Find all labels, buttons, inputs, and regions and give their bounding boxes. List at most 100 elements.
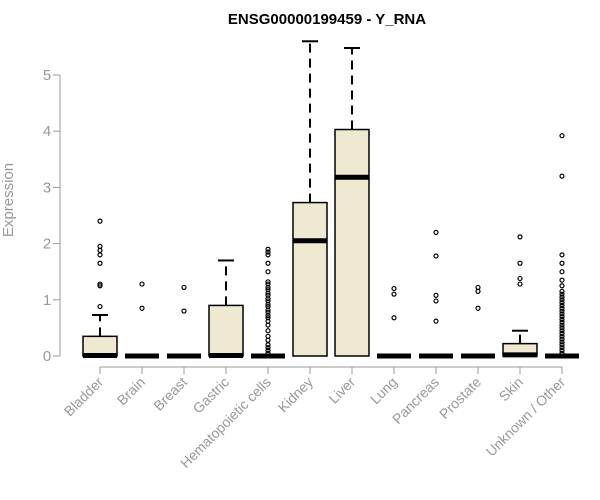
outlier-point xyxy=(559,260,565,266)
outlier-point xyxy=(559,302,565,309)
outlier-point xyxy=(433,292,439,298)
box-gastric xyxy=(208,259,244,358)
x-tick-label: Liver xyxy=(325,374,358,407)
outlier-point xyxy=(559,297,565,303)
outlier-point xyxy=(559,277,565,283)
outlier-point xyxy=(559,330,565,337)
x-tick-label: Kidney xyxy=(275,374,317,416)
box-pancreas xyxy=(419,229,453,359)
outlier-point xyxy=(391,291,397,297)
outlier-point xyxy=(433,253,439,259)
outlier-point xyxy=(517,281,523,287)
outlier-point xyxy=(559,314,565,320)
y-tick-label: 2 xyxy=(43,236,51,253)
outlier-point xyxy=(475,305,481,311)
y-tick-label: 3 xyxy=(43,179,51,196)
outlier-point xyxy=(265,301,271,307)
outlier-point xyxy=(559,173,565,179)
outlier-point xyxy=(559,269,565,275)
y-tick-label: 0 xyxy=(43,348,51,365)
outlier-point xyxy=(97,260,103,266)
outlier-point xyxy=(181,284,187,291)
outlier-point xyxy=(265,333,271,339)
outlier-point xyxy=(265,309,271,315)
outlier-point xyxy=(265,350,271,356)
outlier-point xyxy=(97,283,103,289)
outlier-point xyxy=(559,347,565,353)
outlier-point xyxy=(559,339,565,345)
outlier-point xyxy=(139,281,145,287)
outlier-point xyxy=(265,298,271,304)
x-tick-label: Unknown / Other xyxy=(483,374,569,460)
outlier-point xyxy=(97,281,103,287)
x-tick-label: Pancreas xyxy=(389,374,442,427)
outlier-point xyxy=(391,315,397,321)
box-hematopoietic-cells xyxy=(251,246,285,359)
outlier-point xyxy=(265,328,271,334)
outlier-point xyxy=(265,303,271,310)
outlier-point xyxy=(265,252,271,258)
x-tick-label: Lung xyxy=(367,374,400,407)
box-brain xyxy=(125,281,159,359)
x-tick-label: Skin xyxy=(496,374,527,405)
box-rect xyxy=(334,128,370,357)
outlier-point xyxy=(559,325,565,331)
outlier-point xyxy=(475,284,481,291)
outlier-point xyxy=(139,305,145,311)
outlier-point xyxy=(559,328,565,334)
boxes-layer xyxy=(82,40,579,359)
outlier-point xyxy=(433,318,439,324)
outlier-point xyxy=(265,290,271,296)
outlier-point xyxy=(559,350,565,356)
outlier-point xyxy=(265,287,271,293)
outlier-point xyxy=(265,260,271,266)
outlier-point xyxy=(559,322,565,328)
outlier-point xyxy=(559,291,565,297)
outlier-point xyxy=(97,252,103,258)
outlier-point xyxy=(265,318,271,324)
outlier-point xyxy=(559,300,565,306)
outlier-point xyxy=(559,252,565,258)
outlier-point xyxy=(559,316,565,323)
outlier-point xyxy=(265,246,271,252)
x-tick-label: Breast xyxy=(150,374,190,414)
box-rect xyxy=(208,304,244,357)
outlier-point xyxy=(517,275,523,282)
outlier-point xyxy=(265,249,271,255)
outlier-point xyxy=(265,281,271,287)
outlier-point xyxy=(97,303,103,310)
box-liver xyxy=(334,47,370,357)
outlier-point xyxy=(559,283,565,289)
outlier-point xyxy=(265,284,271,291)
y-tick-label: 1 xyxy=(43,292,51,309)
outlier-point xyxy=(559,294,565,300)
outlier-point xyxy=(559,133,565,139)
box-prostate xyxy=(461,284,495,359)
outlier-point xyxy=(559,308,565,314)
outlier-point xyxy=(559,344,565,351)
box-breast xyxy=(167,284,201,359)
outlier-point xyxy=(433,298,439,304)
outlier-point xyxy=(265,307,271,313)
outlier-point xyxy=(265,315,271,321)
outlier-point xyxy=(517,234,523,240)
y-axis-label: Expression xyxy=(0,163,17,237)
outlier-point xyxy=(97,243,103,250)
outlier-point xyxy=(559,288,565,294)
outlier-point xyxy=(559,342,565,348)
outlier-point xyxy=(97,218,103,224)
box-rect xyxy=(292,201,328,357)
box-skin xyxy=(502,234,538,358)
y-axis: 0 1 2 3 4 5 xyxy=(43,67,61,365)
outlier-point xyxy=(559,333,565,339)
outlier-point xyxy=(265,347,271,353)
box-kidney xyxy=(292,40,328,357)
outlier-point xyxy=(433,229,439,235)
outlier-point xyxy=(559,311,565,317)
outlier-point xyxy=(265,312,271,319)
outlier-point xyxy=(265,296,271,302)
y-tick-label: 5 xyxy=(43,67,51,84)
outlier-point xyxy=(265,269,271,275)
